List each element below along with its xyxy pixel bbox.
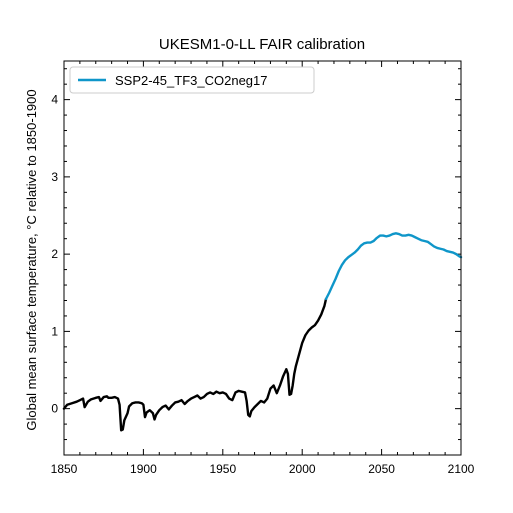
chart-title: UKESM1-0-LL FAIR calibration bbox=[159, 36, 365, 53]
axis-ticks: 1850 1900 1950 2000 2050 2100 0 1 2 3 4 bbox=[51, 61, 475, 476]
x-tick-label: 2000 bbox=[289, 462, 316, 476]
x-tick-label: 2050 bbox=[368, 462, 395, 476]
legend-box bbox=[69, 66, 315, 94]
y-tick-label: 1 bbox=[51, 324, 58, 338]
plot-area bbox=[62, 232, 463, 432]
y-tick-label: 4 bbox=[51, 93, 58, 107]
y-axis-label: Global mean surface temperature, °C rela… bbox=[24, 89, 39, 430]
x-tick-label: 2100 bbox=[448, 462, 475, 476]
legend-label: SSP2-45_TF3_CO2neg17 bbox=[115, 73, 267, 88]
y-tick-label: 3 bbox=[51, 170, 58, 184]
y-tick-label: 0 bbox=[51, 402, 58, 416]
legend: SSP2-45_TF3_CO2neg17 bbox=[69, 66, 315, 94]
series-line-2 bbox=[324, 232, 463, 301]
x-tick-label: 1850 bbox=[51, 462, 78, 476]
plot-frame bbox=[63, 60, 462, 456]
x-tick-label: 1950 bbox=[209, 462, 236, 476]
x-tick-label: 1900 bbox=[130, 462, 157, 476]
series-line-1 bbox=[62, 297, 328, 432]
y-tick-label: 2 bbox=[51, 247, 58, 261]
